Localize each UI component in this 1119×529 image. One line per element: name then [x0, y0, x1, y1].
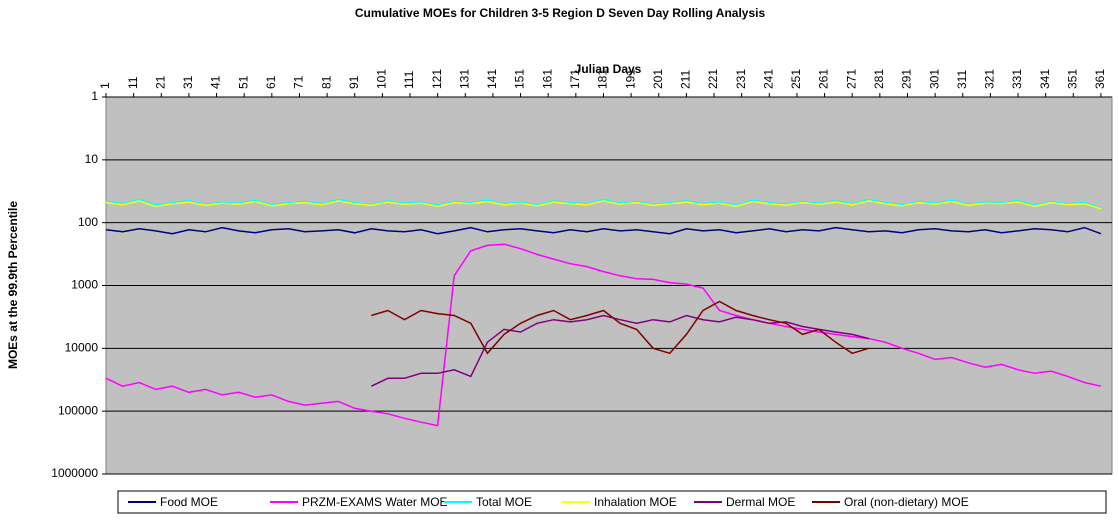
series-line — [371, 300, 870, 355]
series-line — [370, 314, 869, 387]
x-tick-label: 151 — [513, 69, 527, 89]
x-tick-label: 231 — [734, 69, 748, 89]
x-tick-label: 241 — [761, 69, 775, 89]
x-tick-label: 361 — [1093, 69, 1107, 89]
x-tick-label: 221 — [706, 69, 720, 89]
y-axis-label: MOEs at the 99.9th Percentile — [6, 201, 20, 369]
x-tick-label: 51 — [236, 75, 250, 89]
x-tick-label: 161 — [540, 69, 554, 89]
legend-label: Dermal MOE — [726, 495, 795, 509]
x-tick-label: 81 — [319, 75, 333, 89]
x-tick-label: 341 — [1038, 69, 1052, 89]
x-tick-label: 351 — [1065, 69, 1079, 89]
series-line — [105, 200, 1102, 210]
x-tick-label: 301 — [927, 69, 941, 89]
legend-label: Inhalation MOE — [594, 495, 677, 509]
x-tick-label: 141 — [485, 69, 499, 89]
x-tick-label: 91 — [347, 75, 361, 89]
legend-label: Total MOE — [476, 495, 532, 509]
y-tick-label: 100000 — [58, 403, 98, 417]
x-tick-label: 1 — [98, 82, 112, 89]
x-tick-label: 101 — [375, 69, 389, 89]
x-tick-label: 121 — [430, 69, 444, 89]
y-tick-label: 10000 — [65, 341, 99, 355]
x-tick-label: 131 — [457, 69, 471, 89]
x-tick-label: 191 — [623, 69, 637, 89]
x-axis-label: Julian Days — [575, 62, 642, 76]
x-tick-label: 321 — [983, 69, 997, 89]
x-tick-label: 261 — [817, 69, 831, 89]
x-tick-label: 71 — [292, 75, 306, 89]
series-line — [105, 243, 1102, 427]
x-tick-label: 181 — [596, 69, 610, 89]
x-tick-label: 251 — [789, 69, 803, 89]
y-tick-label: 10 — [85, 152, 99, 166]
x-tick-label: 171 — [568, 69, 582, 89]
series-line — [105, 226, 1102, 235]
x-tick-label: 201 — [651, 69, 665, 89]
x-tick-label: 311 — [955, 70, 969, 89]
x-tick-label: 31 — [181, 75, 195, 89]
x-tick-label: 281 — [872, 69, 886, 89]
legend-label: Oral (non-dietary) MOE — [844, 495, 969, 509]
series-line — [105, 198, 1102, 209]
x-tick-label: 41 — [209, 75, 223, 89]
x-tick-label: 11 — [126, 76, 140, 89]
x-tick-label: 211 — [679, 70, 693, 89]
x-tick-label: 111 — [402, 70, 416, 89]
x-tick-label: 61 — [264, 75, 278, 89]
y-tick-label: 100 — [78, 215, 98, 229]
y-tick-label: 1000 — [71, 278, 98, 292]
legend-box — [117, 490, 1107, 514]
x-tick-label: 331 — [1010, 69, 1024, 89]
chart-title: Cumulative MOEs for Children 3-5 Region … — [355, 6, 766, 20]
x-tick-label: 291 — [900, 69, 914, 89]
x-tick-label: 21 — [153, 75, 167, 89]
legend-label: Food MOE — [160, 495, 218, 509]
x-tick-label: 271 — [844, 69, 858, 89]
y-tick-label: 1000000 — [51, 466, 98, 480]
y-tick-label: 1 — [91, 89, 98, 103]
legend-label: PRZM-EXAMS Water MOE — [302, 495, 448, 509]
